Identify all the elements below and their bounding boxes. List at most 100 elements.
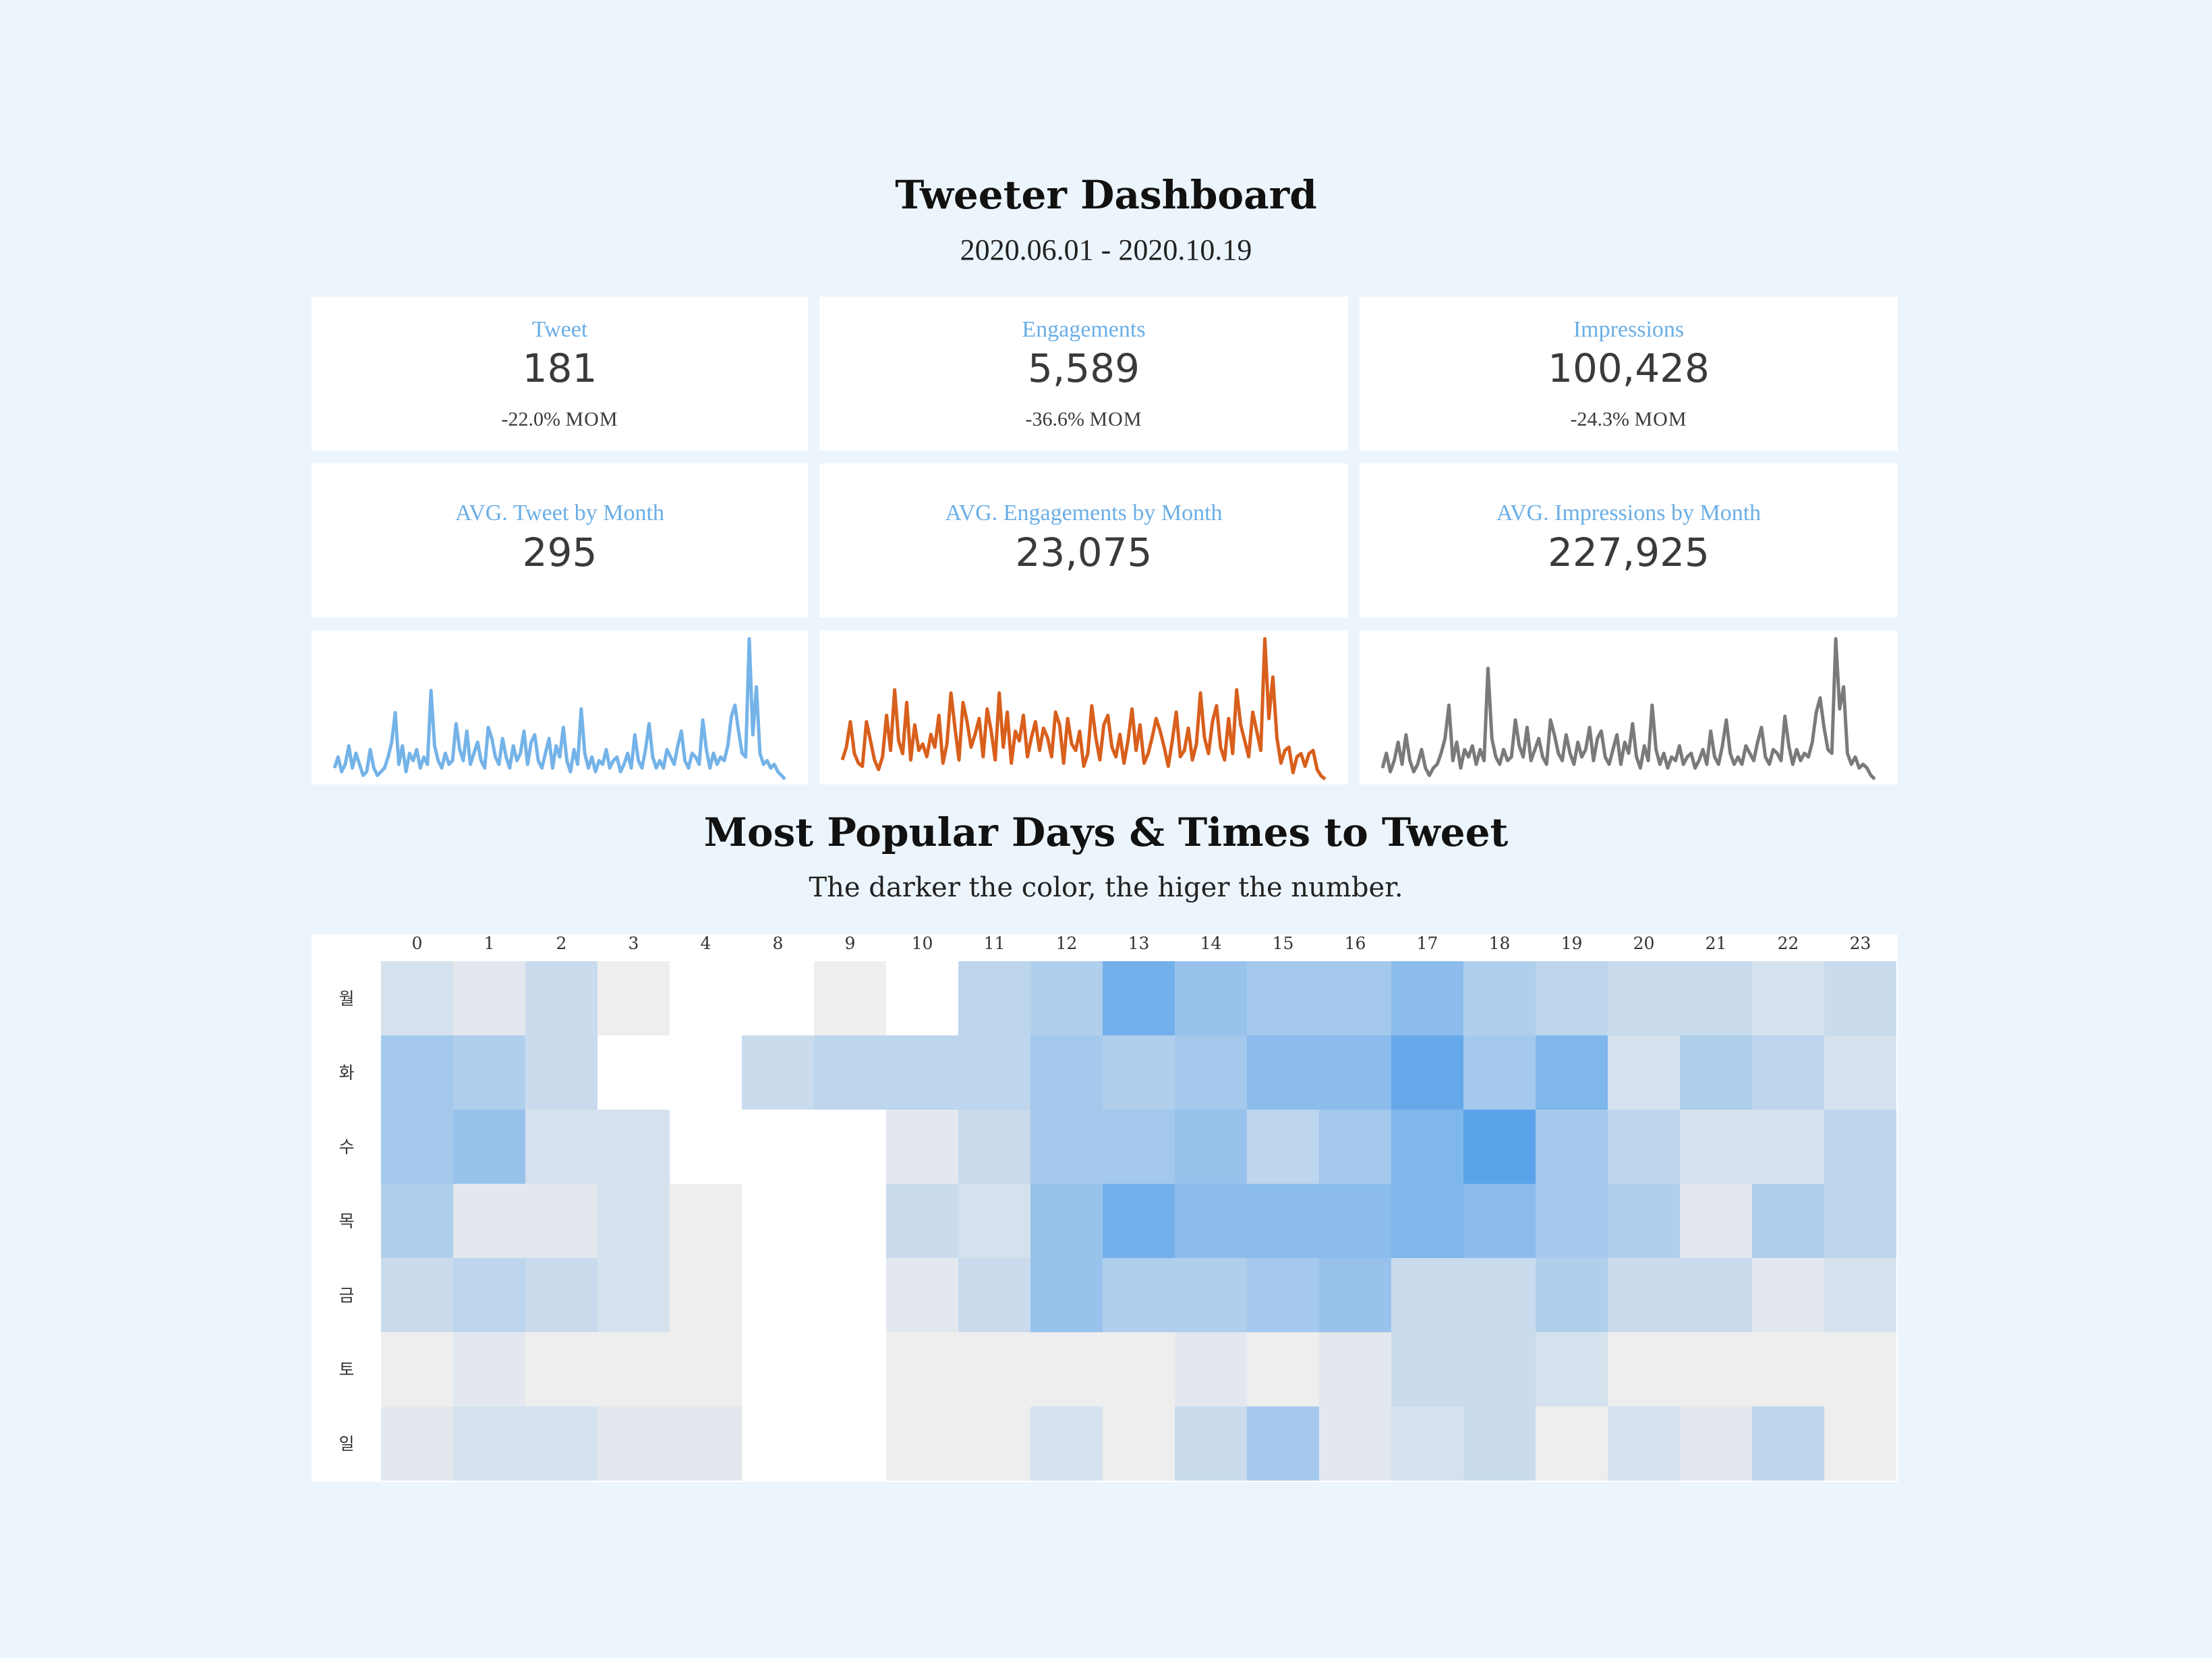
heatmap-cell — [1463, 961, 1536, 1035]
kpi-delta-value: -24.3% — [1570, 408, 1629, 430]
hour-label: 4 — [701, 934, 711, 953]
day-label: 목 — [339, 1211, 354, 1231]
heatmap-cell — [670, 1406, 742, 1481]
hour-label: 16 — [1345, 934, 1366, 953]
heatmap-cell — [525, 1035, 598, 1110]
hour-label: 3 — [629, 934, 639, 953]
heatmap-cell — [1030, 961, 1103, 1035]
heatmap-cell — [1752, 1332, 1824, 1406]
day-label: 월 — [339, 989, 354, 1008]
kpi-card-impressions: Impressions 100,428 -24.3% MOM — [1360, 297, 1898, 451]
heatmap-cell — [1175, 1110, 1247, 1184]
hour-label: 13 — [1128, 934, 1150, 953]
heatmap-cell — [453, 1332, 525, 1406]
heatmap-cell — [886, 1035, 958, 1110]
heatmap-cell — [1103, 1406, 1175, 1481]
hour-label: 18 — [1489, 934, 1511, 953]
impression-sparkline — [1380, 637, 1876, 780]
avg-value-engagements: 23,075 — [1015, 530, 1153, 575]
hour-label: 11 — [984, 934, 1006, 953]
heatmap-cell — [525, 1110, 598, 1184]
heatmap-cell — [1824, 1184, 1896, 1258]
heatmap-cell — [1463, 1332, 1536, 1406]
kpi-value-engagements: 5,589 — [1027, 345, 1140, 391]
tweet-sparkline — [332, 637, 786, 780]
heatmap-cell — [1247, 961, 1319, 1035]
kpi-delta-value: -36.6% — [1025, 408, 1084, 430]
kpi-delta-value: -22.0% — [501, 408, 560, 430]
heatmap-cell — [1463, 1184, 1536, 1258]
heatmap-cell — [598, 1406, 670, 1481]
heatmap-cell — [598, 1258, 670, 1332]
day-label: 토 — [339, 1360, 354, 1379]
heatmap-cell — [1608, 1184, 1680, 1258]
hour-label: 8 — [773, 934, 784, 953]
hour-label: 21 — [1706, 934, 1727, 953]
heatmap-cell — [381, 1258, 453, 1332]
avg-value-impressions: 227,925 — [1548, 530, 1710, 575]
sparkline-series-line — [332, 637, 786, 780]
kpi-delta-unit: MOM — [1634, 408, 1687, 430]
kpi-card-tweet: Tweet 181 -22.0% MOM — [312, 297, 808, 451]
kpi-value-impressions: 100,428 — [1548, 345, 1710, 391]
heatmap-cell — [1319, 1332, 1391, 1406]
heatmap-cell — [525, 1258, 598, 1332]
heatmap-cell — [1103, 1110, 1175, 1184]
heatmap-cell — [1103, 1332, 1175, 1406]
heatmap-cell — [1680, 1184, 1752, 1258]
heatmap-cell — [886, 1332, 958, 1406]
heatmap-cell — [1030, 1406, 1103, 1481]
hour-label: 0 — [412, 934, 423, 953]
heatmap-cell — [1247, 1110, 1319, 1184]
heatmap-cell — [1319, 1110, 1391, 1184]
heatmap-cell — [1536, 1035, 1608, 1110]
heatmap-cell — [1175, 1035, 1247, 1110]
heatmap-cell — [670, 1332, 742, 1406]
heatmap-cell — [1103, 1035, 1175, 1110]
heatmap-cell — [1680, 1406, 1752, 1481]
impression-sparkline-card — [1360, 631, 1898, 784]
avg-card-tweet: AVG. Tweet by Month 295 — [312, 463, 808, 617]
heatmap-cell — [1752, 1406, 1824, 1481]
heatmap-cell — [1752, 1258, 1824, 1332]
heatmap-cell — [814, 1035, 886, 1110]
heatmap-cell — [886, 1184, 958, 1258]
heatmap-cell — [453, 1035, 525, 1110]
hour-label: 2 — [556, 934, 567, 953]
heatmap-cell — [598, 1332, 670, 1406]
heatmap-cell — [1030, 1035, 1103, 1110]
hour-label: 22 — [1778, 934, 1799, 953]
heatmap-title: Most Popular Days & Times to Tweet — [703, 809, 1509, 855]
heatmap-cell — [1752, 1184, 1824, 1258]
kpi-card-engagements: Engagements 5,589 -36.6% MOM — [819, 297, 1348, 451]
heatmap-cell — [1536, 1332, 1608, 1406]
heatmap-cell — [1536, 1258, 1608, 1332]
heatmap-cell — [453, 1406, 525, 1481]
heatmap-cell — [1608, 1110, 1680, 1184]
heatmap-cell — [1752, 961, 1824, 1035]
heatmap-cell — [1030, 1258, 1103, 1332]
heatmap-cell — [1103, 961, 1175, 1035]
heatmap-cell — [1391, 1406, 1463, 1481]
hour-label: 1 — [484, 934, 495, 953]
heatmap-cell — [1536, 1110, 1608, 1184]
heatmap-cell — [1824, 1258, 1896, 1332]
heatmap-cell — [1391, 1035, 1463, 1110]
heatmap-cell — [525, 961, 598, 1035]
heatmap-cell — [1536, 1406, 1608, 1481]
heatmap-cell — [1463, 1258, 1536, 1332]
heatmap-cell — [1608, 1258, 1680, 1332]
heatmap-cell — [1824, 1035, 1896, 1110]
heatmap-cell — [381, 961, 453, 1035]
kpi-delta-unit: MOM — [1089, 408, 1142, 430]
heatmap-cell — [381, 1035, 453, 1110]
heatmap-cell — [381, 1184, 453, 1258]
heatmap-cell — [886, 1110, 958, 1184]
heatmap-cell — [742, 1035, 814, 1110]
heatmap-cell — [1680, 1332, 1752, 1406]
heatmap-cell — [1391, 1332, 1463, 1406]
heatmap-cell — [1319, 961, 1391, 1035]
heatmap-cell — [1175, 1332, 1247, 1406]
heatmap-cell — [1824, 1406, 1896, 1481]
heatmap-cell — [453, 1258, 525, 1332]
